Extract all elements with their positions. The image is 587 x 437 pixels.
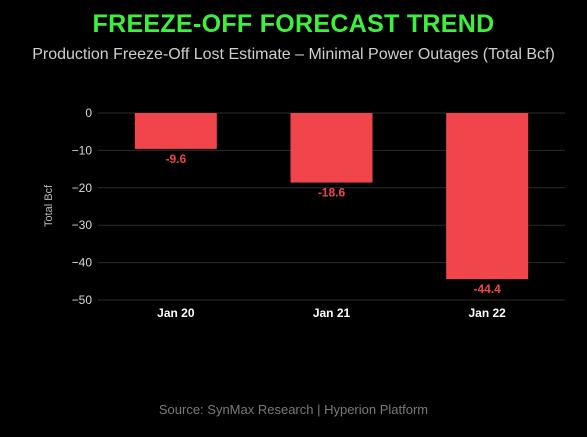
x-tick-label: Jan 20 [157,306,195,320]
y-tick-label: −20 [72,181,93,195]
y-tick-label: −40 [72,256,93,270]
y-axis-label: Total Bcf [43,184,55,227]
y-tick-label: −50 [72,293,93,307]
bar-value-label: -18.6 [318,186,346,200]
y-tick-label: 0 [85,106,92,120]
bar [446,113,529,280]
bar [134,113,217,149]
chart-subtitle: Production Freeze-Off Lost Estimate – Mi… [32,46,555,63]
chart-title: FREEZE-OFF FORECAST TREND [92,10,495,38]
bar-value-label: -9.6 [165,152,186,166]
source-note: Source: SynMax Research | Hyperion Platf… [158,402,429,417]
bar-value-label: -44.4 [473,282,501,296]
y-tick-label: −30 [72,218,93,232]
bar [290,113,373,183]
x-tick-label: Jan 22 [468,306,506,320]
y-tick-label: −10 [72,143,93,157]
x-tick-label: Jan 21 [313,306,351,320]
